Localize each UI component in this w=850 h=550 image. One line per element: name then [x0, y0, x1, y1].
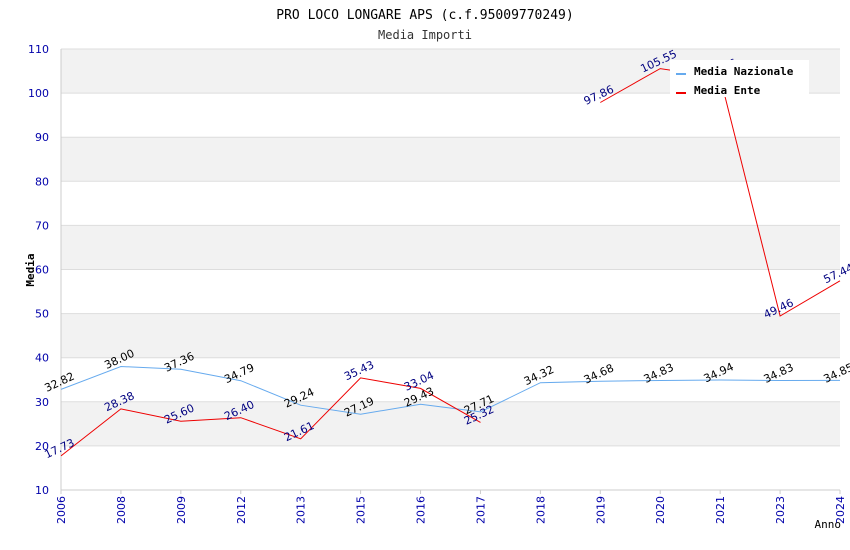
- plot-background: [61, 49, 840, 490]
- y-tick-labels: 10 20 30 40 50 60 70 80 90 100 110: [28, 43, 49, 497]
- x-tick-label: 2019: [594, 496, 607, 524]
- x-tick-labels: 2006 2008 2009 2012 2013 2015 2016 2017 2018 2019…: [55, 490, 847, 524]
- series-line-media-ente: [60, 377, 481, 457]
- x-tick-label: 2006: [55, 496, 68, 524]
- x-axis-label: Anno: [815, 518, 842, 531]
- x-tick-label: 2021: [714, 496, 727, 524]
- y-axis-label: Media: [24, 253, 37, 286]
- y-tick-label: 110: [28, 43, 49, 56]
- plot-band: [61, 225, 840, 270]
- y-tick-label: 100: [28, 87, 49, 100]
- x-tick-label: 2017: [474, 496, 487, 524]
- y-tick-label: 80: [35, 175, 49, 188]
- x-tick-label: 2015: [355, 496, 368, 524]
- x-tick-label: 2013: [295, 496, 308, 524]
- y-tick-label: 90: [35, 131, 49, 144]
- x-tick-label: 2016: [415, 496, 428, 524]
- legend-label: Media Ente: [694, 84, 761, 97]
- y-tick-label: 70: [35, 219, 49, 232]
- plot-band: [61, 93, 840, 138]
- y-tick-label: 40: [35, 352, 49, 365]
- x-tick-label: 2020: [654, 496, 667, 524]
- y-tick-label: 20: [35, 440, 49, 453]
- chart-subtitle: Media Importi: [378, 28, 472, 42]
- x-tick-label: 2012: [235, 496, 248, 524]
- plot-band: [61, 313, 840, 358]
- x-tick-label: 2018: [534, 496, 547, 524]
- axes: [60, 49, 840, 491]
- series-line-media-nazionale: [60, 365, 841, 415]
- legend: Media Nazionale Media Ente: [670, 60, 809, 97]
- y-tick-label: 10: [35, 484, 49, 497]
- plot-band: [61, 445, 840, 490]
- plot-band: [61, 137, 840, 182]
- legend-box: [670, 60, 809, 97]
- plot-band: [61, 269, 840, 314]
- y-tick-label: 50: [35, 308, 49, 321]
- x-tick-label: 2024: [834, 496, 847, 524]
- y-tick-label: 30: [35, 396, 49, 409]
- y-tick-label: 60: [35, 264, 49, 277]
- plot-band: [61, 181, 840, 226]
- x-tick-label: 2008: [115, 496, 128, 524]
- x-tick-label: 2023: [774, 496, 787, 524]
- x-tick-label: 2009: [175, 496, 188, 524]
- chart-title: PRO LOCO LONGARE APS (c.f.95009770249): [276, 8, 573, 23]
- plot-band: [61, 401, 840, 446]
- legend-label: Media Nazionale: [694, 65, 794, 78]
